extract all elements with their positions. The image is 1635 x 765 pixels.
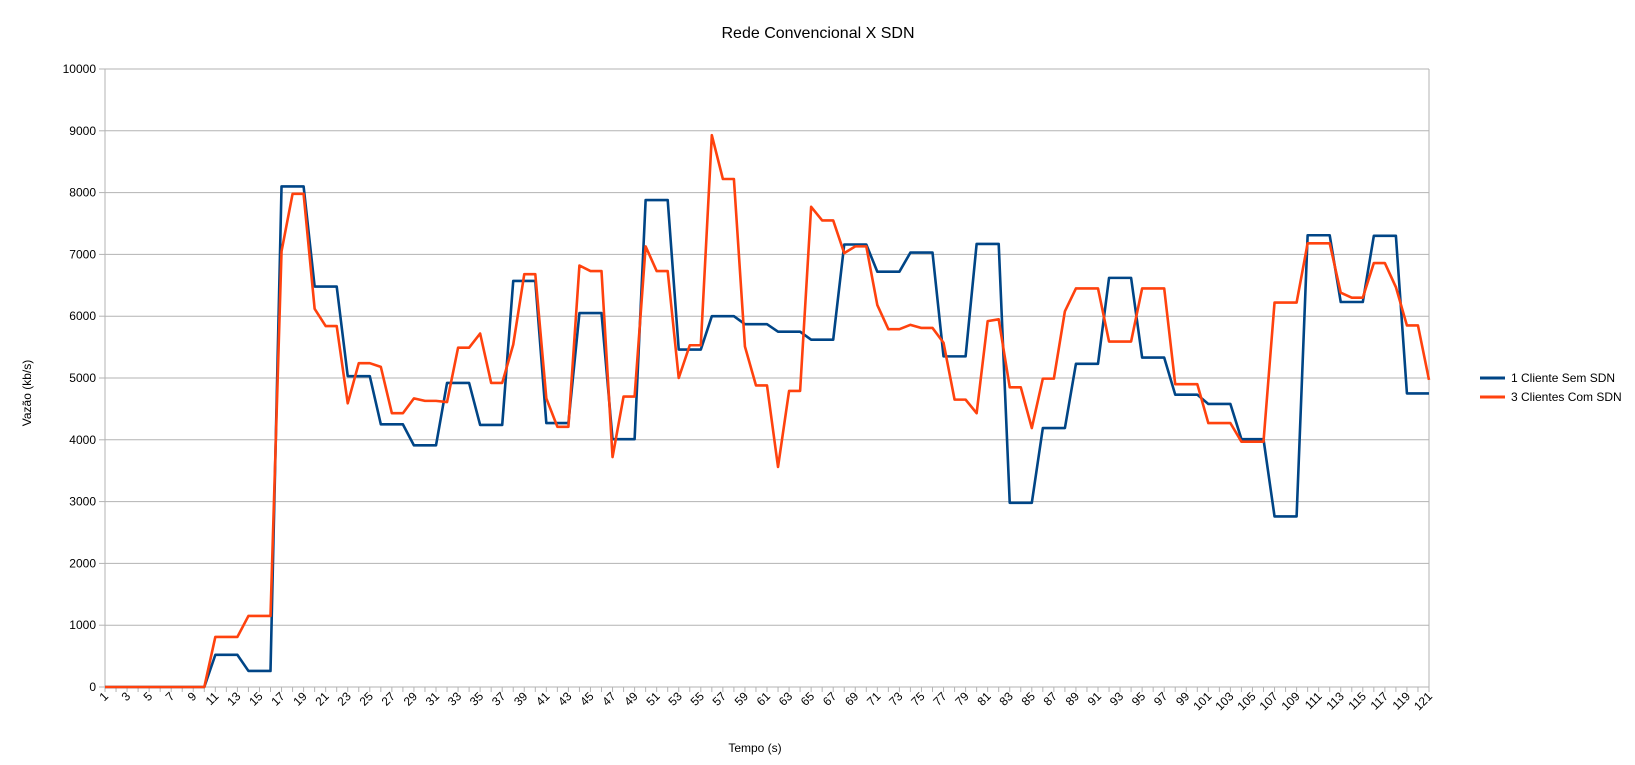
legend-label-2: 3 Clientes Com SDN (1511, 390, 1622, 404)
y-tick-label-1000: 1000 (69, 618, 96, 632)
series-line-1 (105, 185, 1429, 689)
y-tick-label-5000: 5000 (69, 371, 96, 385)
axes (99, 68, 1430, 692)
y-tick-label-0: 0 (89, 680, 96, 694)
y-tick-label-2000: 2000 (69, 556, 96, 570)
series-line-2 (105, 133, 1431, 689)
y-axis-ticks: 0 1000 2000 3000 4000 5000 6000 7000 8000 9000 100… (63, 62, 97, 694)
y-axis-label: Vazão (kb/s) (20, 360, 34, 426)
chart-title: Rede Convencional X SDN (722, 25, 915, 42)
y-tick-label-10000: 10000 (63, 62, 97, 76)
y-tick-label-8000: 8000 (69, 186, 96, 200)
y-tick-label-6000: 6000 (69, 309, 96, 323)
y-tick-label-3000: 3000 (69, 495, 96, 509)
gridlines (105, 68, 1429, 688)
series-lines (105, 133, 1431, 689)
y-tick-label-7000: 7000 (69, 247, 96, 261)
legend: 1 Cliente Sem SDN 3 Clientes Com SDN (1480, 371, 1622, 404)
x-axis-label: Tempo (s) (728, 741, 781, 755)
legend-label-1: 1 Cliente Sem SDN (1511, 371, 1615, 385)
y-tick-label-9000: 9000 (69, 124, 96, 138)
y-tick-label-4000: 4000 (69, 433, 96, 447)
